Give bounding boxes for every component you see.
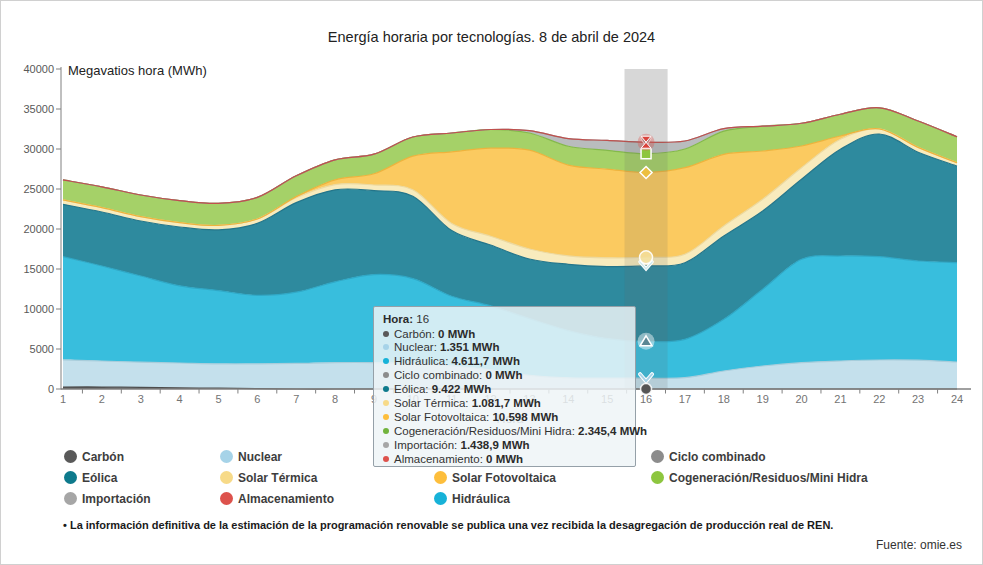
legend-item[interactable]: Hidráulica <box>434 492 510 506</box>
legend-dot <box>64 471 77 484</box>
series-dot <box>383 400 389 406</box>
legend-item[interactable]: Importación <box>64 492 151 506</box>
x-tick-label: 23 <box>912 393 924 405</box>
x-tick-label: 18 <box>718 393 730 405</box>
hover-tooltip: Hora: 16 Carbón: 0 MWhNuclear: 1.351 MWh… <box>373 306 636 467</box>
tooltip-row: Ciclo combinado: 0 MWh <box>383 369 626 383</box>
x-tick-label: 5 <box>215 393 221 405</box>
y-tick-label: 25000 <box>23 183 54 195</box>
tooltip-row: Eólica: 9.422 MWh <box>383 383 626 397</box>
x-tick-label: 20 <box>795 393 807 405</box>
legend-item[interactable]: Solar Fotovoltaica <box>434 471 556 485</box>
x-tick-label: 8 <box>332 393 338 405</box>
footnote: • La información definitiva de la estima… <box>63 519 943 531</box>
x-tick-label: 2 <box>99 393 105 405</box>
series-dot <box>383 442 389 448</box>
x-tick-label: 17 <box>679 393 691 405</box>
tooltip-title: Hora: 16 <box>383 313 626 327</box>
series-dot <box>383 372 389 378</box>
series-dot <box>383 331 389 337</box>
legend-item[interactable]: Eólica <box>64 471 117 485</box>
tooltip-row: Solar Térmica: 1.081,7 MWh <box>383 397 626 411</box>
tooltip-row: Importación: 1.438,9 MWh <box>383 439 626 453</box>
y-tick-label: 35000 <box>23 103 54 115</box>
y-tick-label: 10000 <box>23 303 54 315</box>
series-dot <box>383 414 389 420</box>
legend-item[interactable]: Cogeneración/Residuos/Mini Hidra <box>651 471 868 485</box>
x-tick-label: 6 <box>254 393 260 405</box>
legend-item[interactable]: Nuclear <box>220 450 282 464</box>
tooltip-row: Almacenamiento: 0 MWh <box>383 453 626 467</box>
y-tick-label: 15000 <box>23 263 54 275</box>
x-tick-label: 22 <box>873 393 885 405</box>
x-tick-label: 4 <box>177 393 183 405</box>
y-tick-label: 5000 <box>30 343 54 355</box>
y-tick-label: 40000 <box>23 63 54 75</box>
legend-item[interactable]: Solar Térmica <box>220 471 317 485</box>
series-dot <box>383 456 389 462</box>
legend-dot <box>220 471 233 484</box>
legend-item[interactable]: Carbón <box>64 450 124 464</box>
y-tick-label: 20000 <box>23 223 54 235</box>
y-tick-label: 30000 <box>23 143 54 155</box>
legend-dot <box>64 492 77 505</box>
legend-item[interactable]: Ciclo combinado <box>651 450 766 464</box>
y-tick-label: 0 <box>48 383 54 395</box>
legend-dot <box>651 471 664 484</box>
legend-dot <box>64 450 77 463</box>
series-dot <box>383 344 389 350</box>
tooltip-row: Cogeneración/Residuos/Mini Hidra: 2.345,… <box>383 425 626 439</box>
marker-Solar Térmica <box>640 251 653 264</box>
tooltip-row: Carbón: 0 MWh <box>383 328 626 342</box>
legend-dot <box>434 492 447 505</box>
series-dot <box>383 428 389 434</box>
x-tick-label: 21 <box>834 393 846 405</box>
tooltip-row: Nuclear: 1.351 MWh <box>383 341 626 355</box>
marker-Carbón <box>641 384 652 395</box>
page: Energía horaria por tecnologías. 8 de ab… <box>0 0 983 565</box>
series-dot <box>383 386 389 392</box>
source-label: Fuente: omie.es <box>876 538 962 552</box>
legend-dot <box>434 471 447 484</box>
legend-dot <box>220 450 233 463</box>
x-tick-label: 3 <box>138 393 144 405</box>
legend-dot <box>220 492 233 505</box>
series-dot <box>383 358 389 364</box>
x-tick-label: 19 <box>757 393 769 405</box>
tooltip-row: Hidráulica: 4.611,7 MWh <box>383 355 626 369</box>
x-tick-label: 24 <box>951 393 963 405</box>
legend-dot <box>651 450 664 463</box>
x-tick-label: 7 <box>293 393 299 405</box>
legend-item[interactable]: Almacenamiento <box>220 492 334 506</box>
x-tick-label: 1 <box>60 393 66 405</box>
tooltip-row: Solar Fotovoltaica: 10.598 MWh <box>383 411 626 425</box>
